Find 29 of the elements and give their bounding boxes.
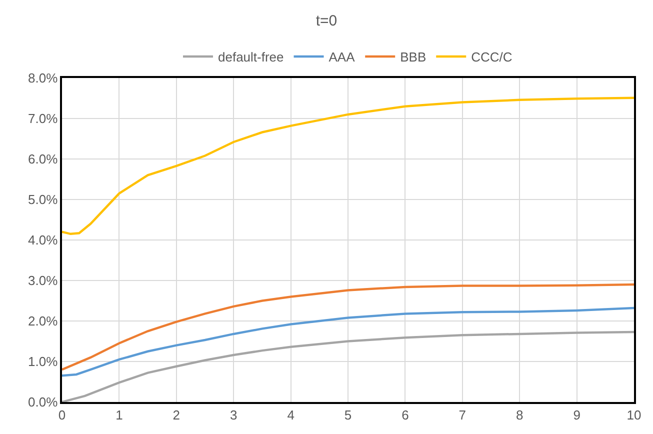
line-series <box>62 96 634 236</box>
y-tick-label: 2.0% <box>28 314 58 329</box>
x-tick-label: 6 <box>402 407 409 422</box>
x-tick-label: 10 <box>626 407 642 422</box>
y-tick-label: 0.0% <box>28 394 58 410</box>
x-tick-label: 1 <box>116 407 123 422</box>
x-tick-label: 2 <box>172 407 180 422</box>
x-tick-label: 3 <box>230 407 238 422</box>
y-tick-label: 1.0% <box>28 354 58 370</box>
x-tick-label: 7 <box>458 407 466 422</box>
x-tick-label: 0 <box>58 407 66 422</box>
line-series <box>62 330 634 402</box>
line-series <box>62 283 634 371</box>
y-tick-label: 4.0% <box>28 232 58 248</box>
legend-label: default-free <box>218 50 284 65</box>
y-tick-label: 8.0% <box>28 70 58 86</box>
legend-label: BBB <box>400 50 426 65</box>
legend-label: CCC/C <box>471 50 512 65</box>
x-tick-label: 9 <box>573 407 580 422</box>
line-series <box>62 306 634 377</box>
y-tick-label: 3.0% <box>28 273 58 288</box>
y-tick-label: 6.0% <box>28 152 58 167</box>
legend-label: AAA <box>328 50 356 65</box>
x-tick-label: 8 <box>516 407 524 422</box>
y-tick-label: 7.0% <box>28 111 58 126</box>
chart-title: t=0 <box>316 12 338 30</box>
x-tick-label: 4 <box>287 407 294 422</box>
x-tick-label: 5 <box>344 407 352 422</box>
y-tick-label: 5.0% <box>28 192 58 208</box>
